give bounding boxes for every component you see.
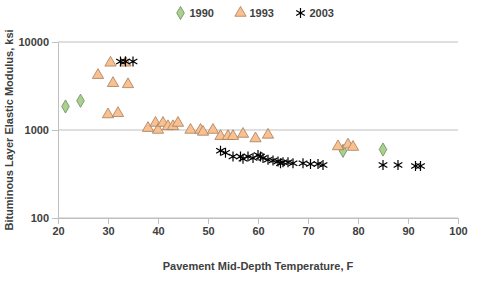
- point: [197, 125, 208, 135]
- grid-line: [58, 130, 458, 131]
- series-1: [92, 56, 358, 150]
- point: [319, 160, 328, 170]
- point: [289, 158, 298, 168]
- x-tick-mark: [158, 218, 159, 224]
- x-tick-mark: [108, 218, 109, 224]
- x-tick-mark: [308, 218, 309, 224]
- x-tick-mark: [358, 218, 359, 224]
- point: [279, 157, 288, 167]
- x-tick-label: 30: [102, 225, 114, 237]
- point: [62, 100, 70, 113]
- series-0: [62, 94, 387, 157]
- point: [262, 128, 273, 138]
- x-tick: 80: [352, 218, 364, 237]
- legend-label: 1990: [190, 7, 214, 19]
- x-tick-label: 50: [202, 225, 214, 237]
- y-tick: 1000: [25, 124, 58, 136]
- point: [116, 57, 125, 67]
- point: [112, 107, 123, 117]
- point: [102, 108, 113, 118]
- series-2: [116, 57, 425, 171]
- legend-label: 1993: [250, 7, 274, 19]
- point: [229, 151, 238, 161]
- y-tick-mark: [52, 218, 58, 219]
- point: [105, 56, 116, 66]
- x-tick-mark: [258, 218, 259, 224]
- x-tick-label: 60: [252, 225, 264, 237]
- y-tick: 10000: [18, 36, 58, 48]
- x-tick-label: 70: [302, 225, 314, 237]
- point: [92, 69, 103, 79]
- x-tick: 60: [252, 218, 264, 237]
- y-axis: 100 1000 10000: [18, 36, 58, 224]
- x-axis: 20 30 40 50 60 70 80 90 100: [52, 218, 467, 237]
- x-tick-label: 80: [352, 225, 364, 237]
- points: [62, 56, 425, 171]
- grid-line: [58, 42, 458, 43]
- point: [379, 160, 388, 170]
- point: [77, 94, 85, 107]
- x-tick-mark: [408, 218, 409, 224]
- legend: 1990 1993 2003: [177, 6, 334, 19]
- y-axis-line: [58, 43, 59, 219]
- point: [306, 159, 315, 169]
- x-tick: 100: [449, 218, 467, 237]
- y-tick-label: 100: [31, 212, 49, 224]
- x-tick: 40: [152, 218, 164, 237]
- y-tick: 100: [31, 212, 58, 224]
- y-tick-label: 1000: [25, 124, 49, 136]
- chart: 20 30 40 50 60 70 80 90 100 100 1000 10000 Pavement …: [0, 0, 481, 290]
- point: [185, 123, 196, 133]
- point: [107, 77, 118, 87]
- point: [237, 128, 248, 138]
- y-tick-label: 10000: [18, 36, 49, 48]
- point: [221, 148, 230, 158]
- x-tick-mark: [458, 218, 459, 224]
- x-tick-label: 100: [449, 225, 467, 237]
- x-tick-label: 40: [152, 225, 164, 237]
- point: [411, 161, 420, 171]
- point: [416, 161, 425, 171]
- point: [227, 130, 238, 140]
- x-tick: 90: [402, 218, 414, 237]
- y-axis-title: Bituminous Layer Elastic Modulus, ksi: [3, 29, 15, 230]
- x-axis-title: Pavement Mid-Depth Temperature, F: [163, 260, 354, 272]
- x-tick: 30: [102, 218, 114, 237]
- point: [172, 117, 183, 127]
- point: [347, 141, 358, 151]
- x-tick-label: 20: [52, 225, 64, 237]
- point: [122, 78, 133, 88]
- point: [250, 132, 261, 142]
- legend-label: 2003: [310, 7, 334, 19]
- x-tick: 50: [202, 218, 214, 237]
- x-tick: 70: [302, 218, 314, 237]
- point: [299, 158, 308, 168]
- plot: 20 30 40 50 60 70 80 90 100 100 1000 10000: [18, 36, 467, 237]
- grid: [58, 42, 458, 218]
- point: [394, 160, 403, 170]
- legend-marker: [296, 8, 305, 18]
- x-tick-mark: [58, 218, 59, 224]
- y-tick-mark: [52, 130, 58, 131]
- legend-marker: [177, 6, 185, 19]
- y-tick-mark: [52, 42, 58, 43]
- point: [129, 57, 138, 67]
- x-tick: 20: [52, 218, 64, 237]
- x-tick-label: 90: [402, 225, 414, 237]
- x-tick-mark: [208, 218, 209, 224]
- point: [207, 123, 218, 133]
- point: [121, 57, 130, 67]
- legend-marker: [235, 6, 246, 16]
- point: [379, 143, 387, 156]
